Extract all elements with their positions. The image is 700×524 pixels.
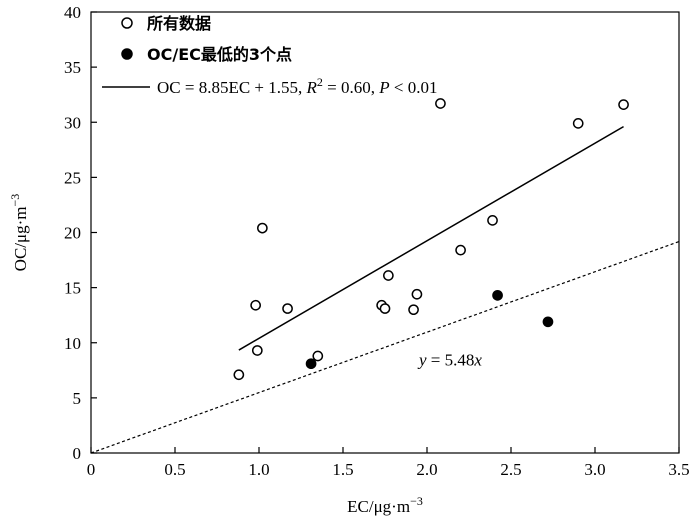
x-axis-title: EC/μg·m−3 xyxy=(347,494,423,516)
data-point xyxy=(455,244,466,256)
lowest-ratio-point xyxy=(542,316,554,328)
x-tick-label: 3.5 xyxy=(668,460,689,479)
chart-axes: 0 0.5 1.0 1.5 2.0 2.5 3.0 3.5 0 5 10 15 20 25 30 35 40 xyxy=(64,3,690,479)
y-tick-label: 10 xyxy=(64,334,81,353)
data-point xyxy=(408,304,419,316)
y-tick-label: 5 xyxy=(73,389,82,408)
x-tick-label: 2.5 xyxy=(500,460,521,479)
fit-line xyxy=(238,125,624,351)
y-axis-title: OC/μg·m−3 xyxy=(8,194,30,272)
data-point xyxy=(282,303,293,314)
y-tick-label: 15 xyxy=(64,279,81,298)
legend-open-circle-marker xyxy=(121,17,133,29)
legend-filled-circle-marker xyxy=(121,48,133,60)
x-tick-label: 2.0 xyxy=(416,460,437,479)
lowest-ratio-point xyxy=(305,358,317,370)
legend-label-lowest-ratio: OC/EC最低的3个点 xyxy=(147,45,292,64)
y-tick-label: 30 xyxy=(64,113,81,132)
chart-lines xyxy=(90,125,680,454)
x-tick-label: 1.0 xyxy=(248,460,269,479)
ratio-line-label: y = 5.48x xyxy=(417,350,482,369)
lowest-ratio-point xyxy=(492,289,503,301)
x-tick-label: 3.0 xyxy=(584,460,605,479)
chart-legend: 所有数据 OC/EC最低的3个点 OC = 8.85EC + 1.55, R2 … xyxy=(102,14,437,97)
data-point xyxy=(411,288,423,300)
y-tick-label: 0 xyxy=(73,444,82,463)
data-point xyxy=(250,299,261,311)
data-point xyxy=(379,303,391,314)
chart-points xyxy=(233,98,629,381)
data-point xyxy=(487,215,498,226)
data-point xyxy=(233,369,245,381)
y-tick-label: 40 xyxy=(64,3,81,22)
y-tick-label: 35 xyxy=(64,58,81,77)
x-tick-label: 0 xyxy=(87,460,96,479)
x-tick-label: 0.5 xyxy=(164,460,185,479)
y-tick-label: 20 xyxy=(64,224,81,243)
x-tick-label: 1.5 xyxy=(332,460,353,479)
data-point xyxy=(257,222,268,234)
data-point xyxy=(383,270,394,281)
legend-label-all-data: 所有数据 xyxy=(147,14,211,33)
data-point xyxy=(572,118,584,129)
data-point xyxy=(435,98,446,109)
legend-label-fit-line: OC = 8.85EC + 1.55, R2 = 0.60, P < 0.01 xyxy=(157,75,437,97)
data-point xyxy=(312,350,324,362)
data-point xyxy=(618,99,629,110)
y-tick-label: 25 xyxy=(64,168,81,187)
data-point xyxy=(251,345,263,356)
